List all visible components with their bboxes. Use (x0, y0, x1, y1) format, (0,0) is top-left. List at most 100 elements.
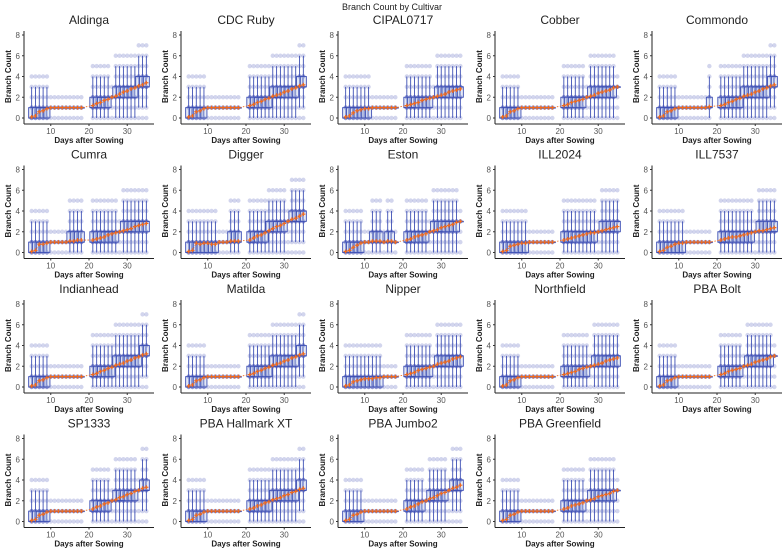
x-tick-label: 10 (203, 127, 212, 136)
data-point (137, 116, 141, 120)
x-axis-title: Days after Sowing (211, 405, 280, 414)
data-point (565, 198, 569, 202)
y-axis-title: Branch Count (632, 184, 641, 237)
x-tick-label: 20 (242, 396, 251, 405)
x-axis-title: Days after Sowing (54, 540, 123, 549)
data-point (520, 95, 524, 99)
data-point (49, 116, 53, 120)
y-tick-label: 8 (173, 300, 178, 309)
data-point (684, 385, 688, 389)
data-point (68, 116, 72, 120)
data-point (382, 385, 386, 389)
data-point (753, 54, 757, 58)
panel-title: CIPAL0717 (373, 13, 434, 27)
data-point (144, 312, 148, 316)
y-tick-label: 4 (173, 207, 178, 216)
data-point (140, 385, 144, 389)
data-point (458, 209, 462, 213)
data-point (255, 64, 259, 68)
data-point (359, 74, 363, 78)
data-point (213, 364, 217, 368)
data-point (386, 385, 390, 389)
data-point (29, 74, 33, 78)
data-point (588, 54, 592, 58)
data-point (347, 74, 351, 78)
x-axis-title: Days after Sowing (368, 271, 437, 280)
data-point (677, 209, 681, 213)
data-point (665, 343, 669, 347)
data-point (677, 95, 681, 99)
data-point (286, 240, 290, 244)
y-tick-label: 4 (173, 342, 178, 351)
data-point (512, 209, 516, 213)
x-axis-title: Days after Sowing (368, 136, 437, 145)
data-point (719, 64, 723, 68)
data-point (229, 385, 233, 389)
data-point (588, 198, 592, 202)
data-point (206, 364, 210, 368)
data-point (221, 95, 225, 99)
data-point (596, 240, 600, 244)
data-point (236, 385, 240, 389)
data-point (615, 323, 619, 327)
data-point (539, 95, 543, 99)
data-point (33, 478, 37, 482)
y-tick-label: 2 (644, 228, 649, 237)
data-point (274, 188, 278, 192)
y-axis-title: Branch Count (161, 453, 170, 506)
data-point (428, 240, 432, 244)
x-tick-label: 30 (280, 531, 289, 540)
data-point (611, 54, 615, 58)
data-point (722, 333, 726, 337)
data-point (137, 188, 141, 192)
data-point (186, 74, 190, 78)
data-point (577, 198, 581, 202)
data-point (707, 250, 711, 254)
data-point (41, 74, 45, 78)
panel-title: PBA Bolt (693, 282, 741, 296)
data-point (539, 250, 543, 254)
data-point (577, 333, 581, 337)
panel-title: PBA Hallmark XT (200, 417, 293, 431)
y-tick-label: 6 (330, 186, 335, 195)
data-point (700, 385, 704, 389)
data-point (267, 333, 271, 337)
data-point (722, 64, 726, 68)
y-tick-label: 4 (330, 476, 335, 485)
data-point (248, 198, 252, 202)
data-point (692, 95, 696, 99)
data-point (742, 54, 746, 58)
y-tick-label: 8 (330, 435, 335, 444)
data-point (217, 364, 221, 368)
data-point (431, 385, 435, 389)
data-point (68, 519, 72, 523)
data-point (110, 105, 114, 109)
data-point (405, 333, 409, 337)
data-point (408, 467, 412, 471)
data-point (255, 198, 259, 202)
data-point (386, 519, 390, 523)
data-point (217, 250, 221, 254)
data-point (512, 343, 516, 347)
data-point (378, 198, 382, 202)
data-point (585, 198, 589, 202)
data-point (213, 209, 217, 213)
data-point (366, 74, 370, 78)
data-point (730, 198, 734, 202)
data-point (700, 250, 704, 254)
data-point (550, 385, 554, 389)
data-point (294, 54, 298, 58)
data-point (60, 116, 64, 120)
data-point (75, 198, 79, 202)
data-point (286, 457, 290, 461)
data-point (229, 519, 233, 523)
data-point (52, 95, 56, 99)
data-point (351, 478, 355, 482)
data-point (615, 74, 619, 78)
data-point (527, 385, 531, 389)
